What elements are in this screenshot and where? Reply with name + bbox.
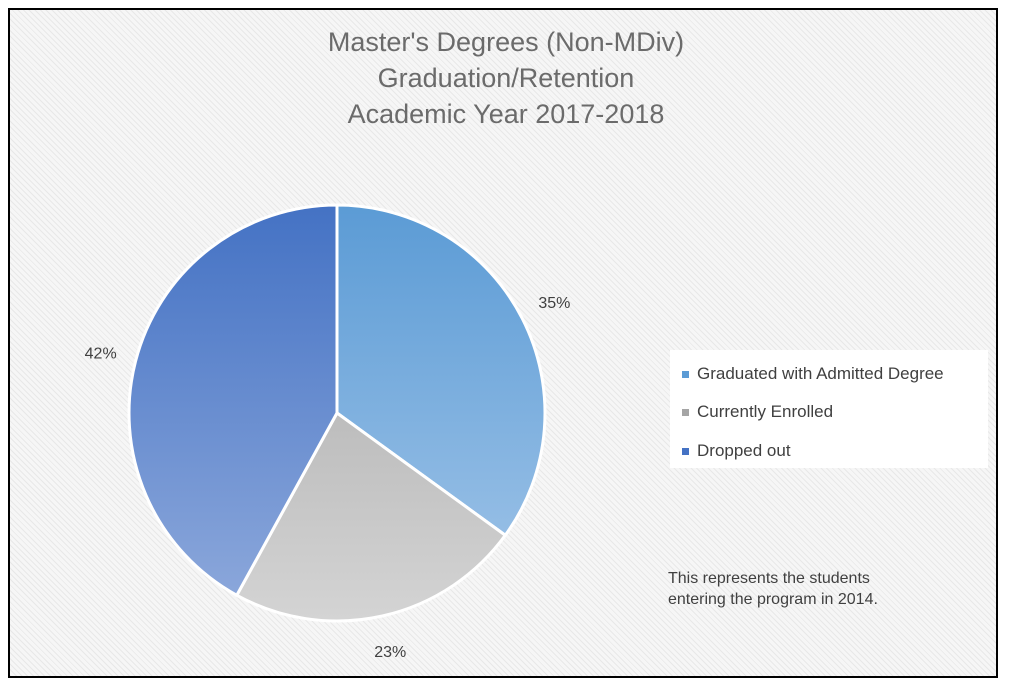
chart-legend: Graduated with Admitted Degree Currently… [670,350,988,468]
legend-label-enrolled: Currently Enrolled [697,402,834,421]
data-label-graduated: 35% [538,295,570,312]
pie-slice-dropped [127,203,339,598]
data-label-dropped: 42% [85,345,117,362]
chart-title-line-2: Graduation/Retention [377,63,635,93]
data-label-enrolled: 23% [374,644,406,661]
legend-item-dropped: Dropped out [682,440,791,462]
chart-note: This represents the students entering th… [668,568,968,610]
chart-note-line-1: This represents the students [668,570,870,587]
legend-swatch-dropped [682,447,689,455]
pie-slice-graduated [335,203,547,538]
legend-label-dropped: Dropped out [697,441,791,460]
chart-note-line-2: entering the program in 2014. [668,591,878,608]
legend-item-graduated: Graduated with Admitted Degree [682,363,944,385]
chart-title-line-1: Master's Degrees (Non-MDiv) [327,27,685,57]
legend-item-enrolled: Currently Enrolled [682,401,833,423]
pie-slice-enrolled [234,410,508,623]
legend-label-graduated: Graduated with Admitted Degree [697,364,944,383]
legend-swatch-graduated [682,370,689,378]
chart-title-line-3: Academic Year 2017-2018 [347,99,665,129]
legend-swatch-enrolled [682,408,689,416]
